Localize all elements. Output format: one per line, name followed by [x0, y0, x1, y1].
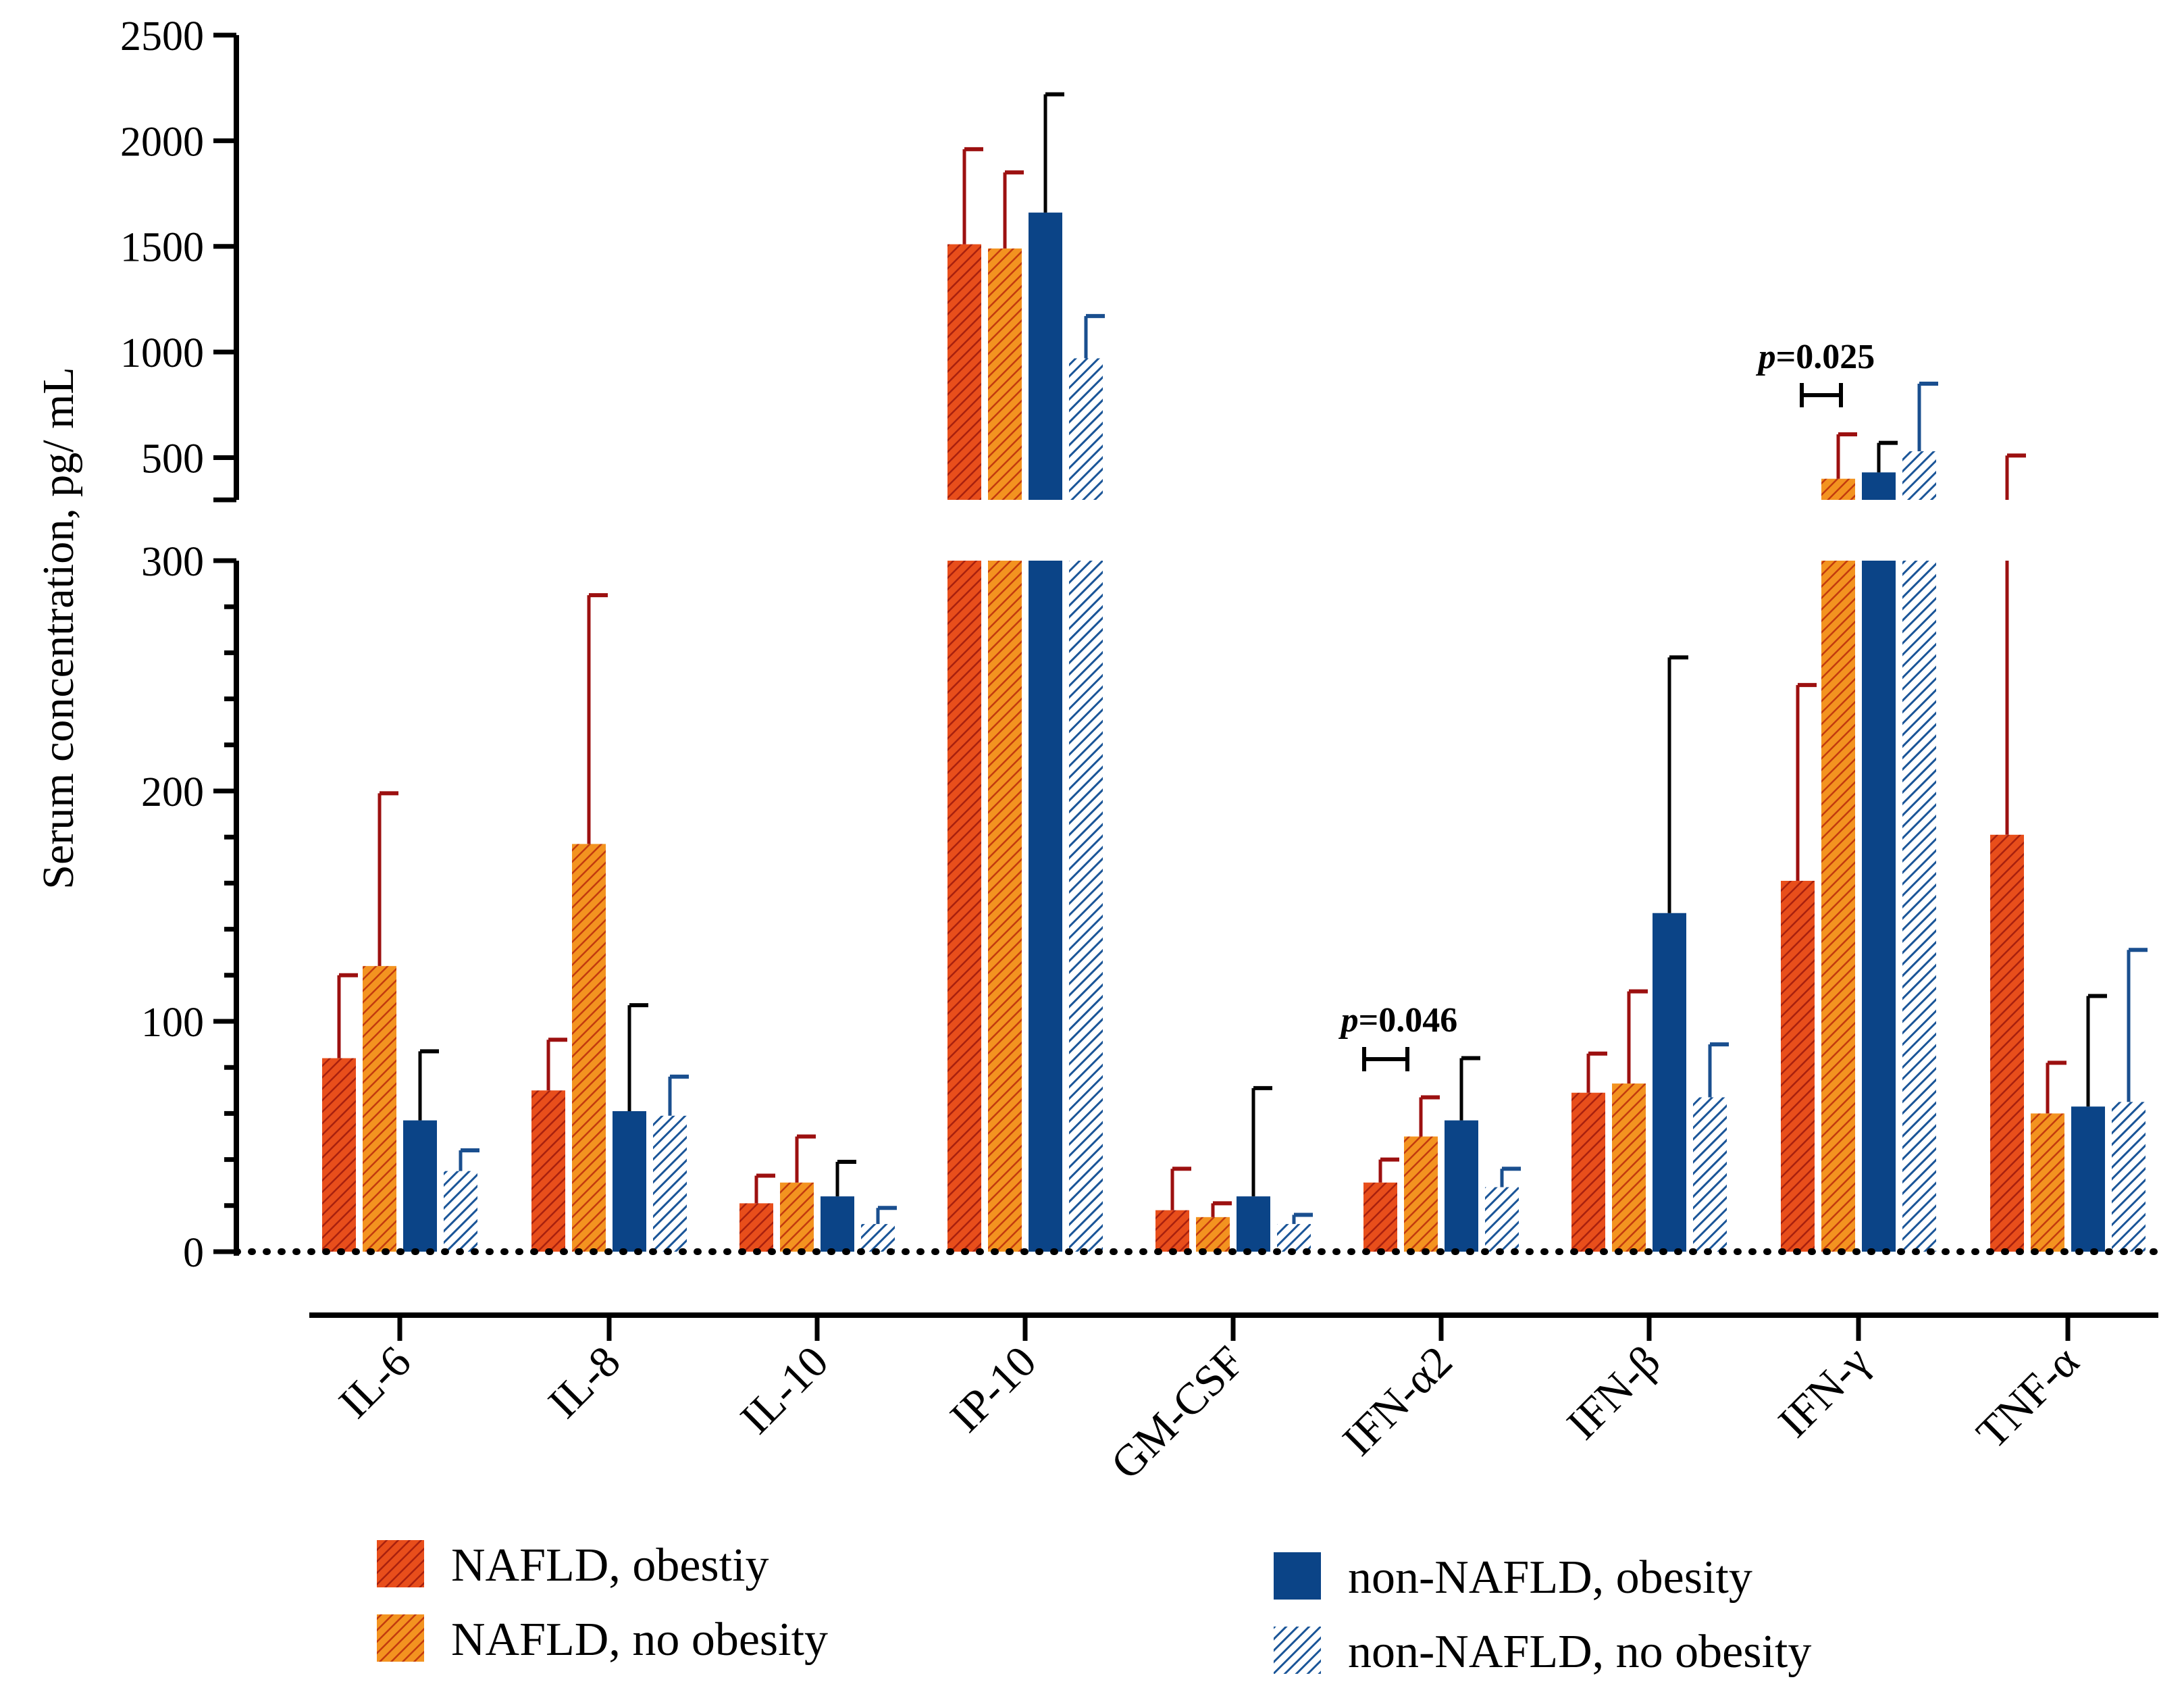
error-bars	[337, 92, 2148, 1225]
bar-0	[1155, 1210, 1189, 1252]
bar-3-upper	[1902, 451, 1936, 500]
x-tick-label: IL-8	[539, 1337, 630, 1428]
bar-3	[444, 1171, 477, 1252]
bar-0	[739, 1203, 773, 1252]
y-tick-label: 300	[141, 539, 204, 585]
bar-1-lower	[988, 561, 1022, 1252]
legend-item-non-nafld-obesity: non-NAFLD, obesity	[1274, 1552, 1752, 1604]
pvalue-annotation-ifn-g: p=0.025	[1756, 338, 1875, 407]
bar-2	[613, 1110, 646, 1252]
legend-label-2: non-NAFLD, obesity	[1348, 1552, 1752, 1604]
svg-text:p=0.046: p=0.046	[1338, 1001, 1458, 1040]
bar-2	[1653, 913, 1686, 1252]
bar-3	[1693, 1097, 1727, 1252]
x-tick-label: TNF-α	[1967, 1337, 2089, 1458]
bar-3	[861, 1224, 895, 1252]
legend-swatch-0	[377, 1540, 424, 1587]
bar-0-lower	[947, 561, 981, 1252]
y-tick-label: 1500	[120, 225, 204, 271]
bar-0	[1571, 1092, 1605, 1252]
legend-item-non-nafld-no-obesity: non-NAFLD, no obesity	[1274, 1626, 1811, 1678]
x-tick-label: IP-10	[941, 1337, 1045, 1441]
legend-swatch-1	[377, 1614, 424, 1662]
y-tick-label: 100	[141, 1000, 204, 1046]
bar-0-upper	[947, 244, 981, 500]
x-tick-label: IFN-γ	[1769, 1337, 1879, 1447]
bar-3	[2112, 1102, 2146, 1252]
bar-1-upper	[1821, 478, 1855, 500]
bar-1	[780, 1182, 814, 1252]
category-labels: IL-6 IL-8 IL-10 IP-10 GM-CSF IFN-α2 IFN-β IFN-γ…	[330, 1315, 2089, 1489]
x-tick-label: IL-6	[330, 1337, 421, 1428]
legend-item-nafld-obesity: NAFLD, obestiy	[377, 1539, 769, 1591]
bar-3-lower	[1069, 561, 1103, 1252]
bar-2-lower	[1862, 561, 1896, 1252]
y-tick-label: 0	[183, 1230, 204, 1276]
legend-label-1: NAFLD, no obesity	[451, 1614, 828, 1666]
pvalue-2-text: =0.025	[1776, 338, 1875, 376]
x-tick-label: IFN-α2	[1333, 1337, 1461, 1465]
legend-label-0: NAFLD, obestiy	[451, 1539, 769, 1591]
bar-1	[1404, 1136, 1438, 1252]
bar-1	[1612, 1083, 1646, 1252]
legend-item-nafld-no-obesity: NAFLD, no obesity	[377, 1614, 828, 1666]
bar-0	[1781, 880, 1815, 1252]
bar-3	[1277, 1224, 1311, 1252]
svg-text:p=0.025: p=0.025	[1756, 338, 1875, 376]
legend-label-3: non-NAFLD, no obesity	[1348, 1626, 1811, 1678]
bar-3	[653, 1115, 687, 1252]
bar-3-lower	[1902, 561, 1936, 1252]
bar-1-upper	[988, 248, 1022, 500]
y-ticks-lower: 0 100 200 300	[141, 539, 236, 1276]
bar-2	[2071, 1106, 2105, 1252]
bar-0	[1363, 1182, 1397, 1252]
y-ticks-upper: 500 1000 1500 2000 2500	[120, 14, 236, 503]
bar-1	[1196, 1217, 1230, 1252]
y-tick-label: 2000	[120, 119, 204, 165]
bars	[322, 212, 2146, 1252]
bar-2	[403, 1120, 437, 1252]
legend-swatch-2	[1274, 1552, 1321, 1600]
bar-1	[2031, 1113, 2064, 1252]
bar-0	[322, 1058, 356, 1252]
bar-1-lower	[1821, 561, 1855, 1252]
pvalue-1-text: =0.046	[1359, 1001, 1458, 1040]
bar-2	[1445, 1120, 1478, 1252]
pvalue-annotation-ifn-a2: p=0.046	[1338, 1001, 1458, 1071]
bar-1	[572, 844, 606, 1252]
bar-3-upper	[1069, 358, 1103, 500]
bar-3	[1485, 1187, 1519, 1252]
x-tick-label: GM-CSF	[1101, 1337, 1253, 1489]
bar-2-upper	[1029, 212, 1062, 500]
bar-0	[1990, 834, 2024, 1252]
x-tick-label: IL-10	[731, 1337, 838, 1444]
bar-0	[531, 1090, 565, 1252]
legend-swatch-3	[1274, 1627, 1321, 1674]
y-tick-label: 200	[141, 769, 204, 815]
y-tick-label: 1000	[120, 330, 204, 376]
x-tick-label: IFN-β	[1558, 1337, 1670, 1449]
bar-1	[363, 966, 396, 1252]
y-tick-label: 500	[141, 436, 204, 482]
legend: NAFLD, obestiy NAFLD, no obesity non-NAF…	[377, 1539, 1811, 1678]
bar-2-lower	[1029, 561, 1062, 1252]
y-axis-title: Serum concentration, pg/ mL	[34, 367, 83, 889]
bar-2	[1237, 1196, 1270, 1252]
bar-2-upper	[1862, 472, 1896, 500]
bar-2	[821, 1196, 854, 1252]
y-tick-label: 2500	[120, 14, 204, 59]
